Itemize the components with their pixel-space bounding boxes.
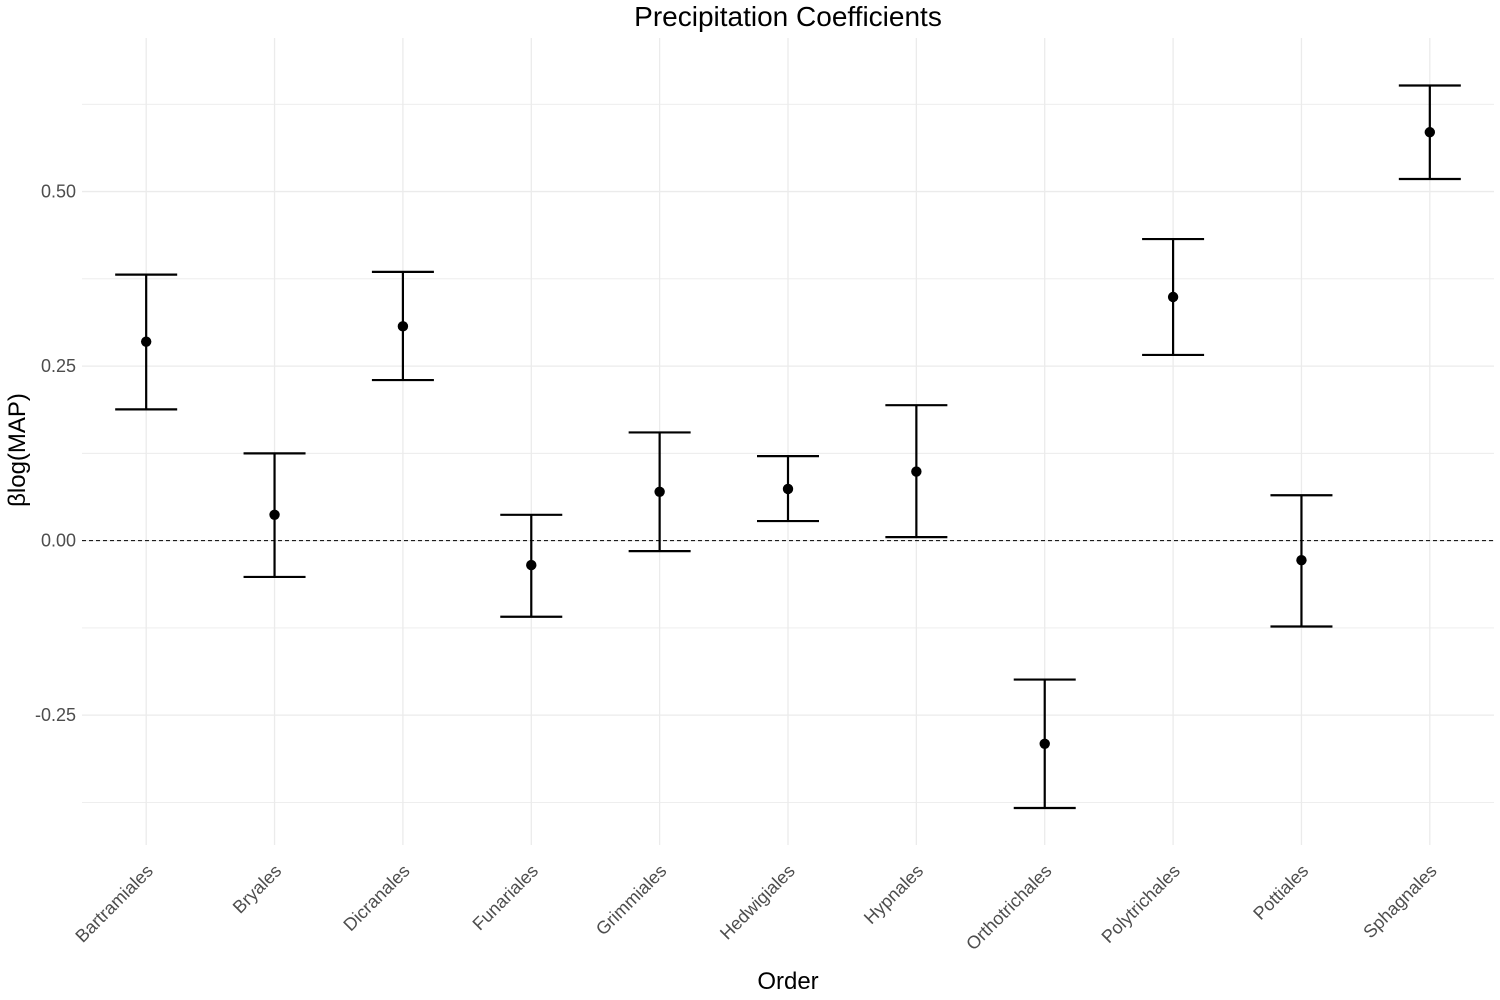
point-hedwigiales [782,483,794,495]
y-tick-label: 0.25 [41,356,76,376]
x-tick-label: Dicranales [339,861,413,935]
chart-title: Precipitation Coefficients [634,1,942,32]
x-tick-label: Pottiales [1249,861,1312,924]
x-tick-label: Orthotrichales [962,861,1055,954]
estimate-points [140,127,1436,749]
x-tick-label: Polytrichales [1098,861,1184,947]
point-funariales [526,559,537,571]
point-grimmiales [654,486,665,497]
point-dicranales [397,321,409,332]
gridlines [82,38,1494,845]
point-polytrichales [1167,291,1179,303]
x-tick-label: Bartramiales [71,861,157,947]
x-tick-label: Hedwigiales [716,861,799,944]
point-bryales [269,509,280,521]
point-hypnales [911,466,922,477]
point-orthotrichales [1039,738,1050,749]
x-tick-label: Sphagnales [1359,861,1440,942]
point-bartramiales [140,336,152,347]
y-axis-tick-labels: -0.25 0.00 0.25 0.50 [35,182,76,726]
y-tick-label: 0.00 [41,531,76,551]
y-axis-title: βlog(MAP) [4,393,31,507]
x-tick-label: Hypnales [860,861,927,928]
y-tick-label: 0.50 [41,182,76,202]
y-tick-label: -0.25 [35,705,76,725]
x-tick-label: Grimmiales [592,861,670,939]
x-tick-label: Funariales [469,861,543,935]
point-sphagnales [1424,127,1436,138]
x-tick-label: Bryales [229,861,286,918]
x-axis-tick-labels: Bartramiales Bryales Dicranales Funariales G… [71,861,1440,954]
point-pottiales [1296,554,1307,566]
x-axis-title: Order [757,968,818,995]
